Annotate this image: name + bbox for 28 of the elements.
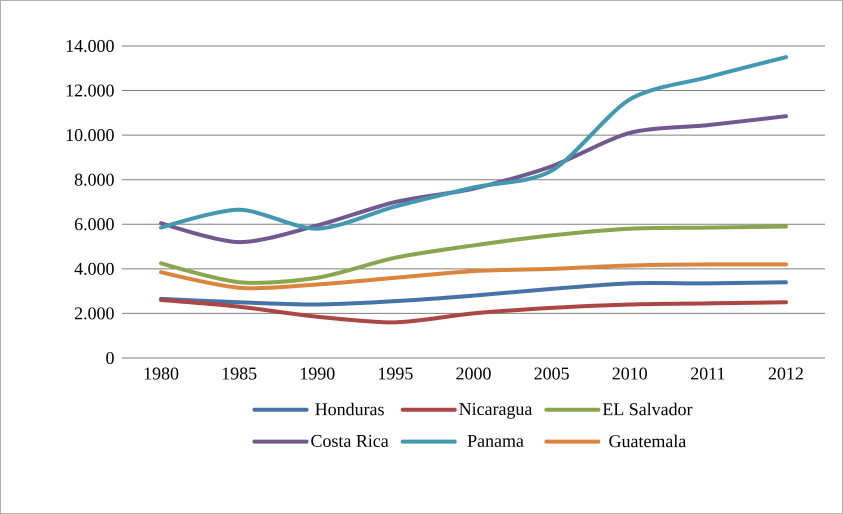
x-tick-label: 2012 — [768, 368, 803, 380]
x-tick-label: 1990 — [300, 368, 335, 380]
y-tick-label: 6.000 — [74, 218, 114, 230]
y-tick-label: 2.000 — [74, 307, 114, 320]
y-tick-label: 12.000 — [66, 84, 114, 97]
y-tick-label: 0 — [106, 352, 114, 364]
x-tick-label: 2011 — [691, 368, 724, 380]
x-tick-label: 2010 — [612, 368, 647, 380]
x-tick-label: 1985 — [222, 368, 256, 380]
line-series — [159, 55, 788, 231]
legend-label: Guatemala — [609, 434, 686, 448]
legend-label: Nicaragua — [459, 403, 532, 419]
line-series — [159, 224, 788, 285]
y-tick-label: 10.000 — [66, 129, 114, 142]
x-tick-label: 1980 — [144, 368, 178, 380]
line-series — [159, 298, 788, 324]
y-tick-label: 8.000 — [74, 174, 114, 186]
legend-label: Honduras — [315, 402, 384, 416]
legend-label: Costa Rica — [311, 434, 388, 447]
y-tick-label: 4.000 — [74, 262, 114, 275]
x-tick-label: 2000 — [456, 368, 491, 380]
legend-label: EL Salvador — [602, 402, 692, 416]
x-tick-label: 2005 — [534, 368, 569, 380]
legend-label: Panama — [468, 434, 524, 447]
line-series — [159, 262, 788, 290]
x-tick-label: 1995 — [379, 368, 413, 380]
y-tick-label: 14.000 — [66, 40, 114, 52]
line-series — [159, 280, 788, 307]
